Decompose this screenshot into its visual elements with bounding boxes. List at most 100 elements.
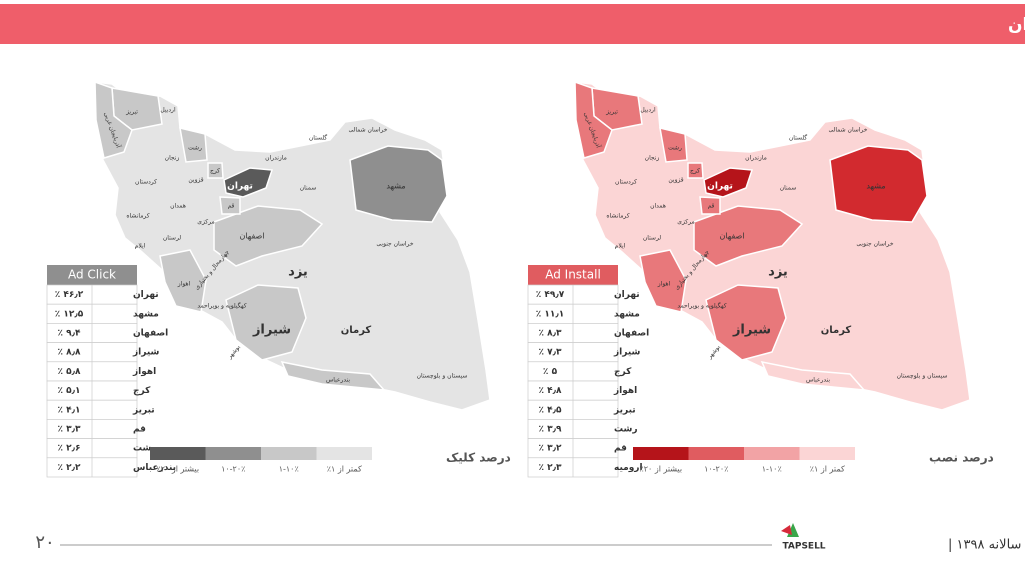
- province: [280, 360, 386, 391]
- province-label: کهگیلویه و بویراحمد: [677, 302, 726, 310]
- province-label: سمنان: [780, 185, 797, 192]
- table-value: ۴٫۱ ٪: [58, 405, 81, 415]
- table-province: اصفهان: [614, 329, 649, 339]
- province-label: قزوین: [668, 177, 683, 184]
- province-label: قزوین: [188, 177, 203, 184]
- province-label: شیراز: [732, 323, 771, 338]
- table-province: مشهد: [614, 309, 640, 319]
- province: [829, 145, 928, 223]
- legend-title: درصد نصب: [929, 451, 994, 465]
- province-label: اصفهان: [719, 232, 744, 241]
- province: [349, 145, 448, 223]
- province: [703, 167, 754, 198]
- province-label: کرج: [690, 168, 700, 175]
- province-label: مازندران: [265, 155, 287, 162]
- table-province: قم: [133, 425, 146, 435]
- province-label: مشهد: [866, 182, 885, 191]
- table-value: ۵ ٪: [543, 367, 558, 377]
- province: [687, 162, 704, 179]
- table-province: تهران: [614, 290, 640, 300]
- table-province: قم: [614, 444, 627, 454]
- province-label: زنجان: [165, 155, 180, 162]
- province-label: کرج: [210, 168, 220, 175]
- table-value: ۸٫۳ ٪: [539, 329, 562, 339]
- map: تهران مشهد اصفهان شیراز اهواز کرج تبریز قم رشت بن…: [527, 80, 994, 478]
- table-province: رشت: [614, 425, 638, 435]
- province: [223, 167, 274, 198]
- province-label: اصفهان: [239, 232, 264, 241]
- legend-label: ۱-۱۰٪: [762, 465, 782, 474]
- table-value: ۳٫۳ ٪: [58, 425, 81, 435]
- legend-label: کمتر از ۱٪: [327, 465, 362, 474]
- province-label: مرکزی: [677, 219, 694, 226]
- province-label: تبریز: [125, 109, 138, 116]
- table-value: ۷٫۳ ٪: [539, 348, 562, 358]
- page-title: توزیع جغرافیایی تعداد کلیک و نصب در استا…: [1008, 15, 1025, 35]
- legend-swatch: [799, 447, 855, 460]
- table-title: Ad Click: [68, 268, 116, 282]
- province-label: بندرعباس: [806, 377, 830, 384]
- table-province: شیراز: [132, 348, 160, 358]
- legend-swatch: [261, 447, 317, 460]
- table-province: اصفهان: [133, 329, 168, 339]
- table-value: ۳٫۲ ٪: [539, 444, 562, 454]
- table-province: تبریز: [132, 405, 155, 415]
- table-title: Ad Install: [545, 268, 601, 282]
- province-label: کهگیلویه و بویراحمد: [197, 302, 246, 310]
- province-label: کرمان: [821, 325, 852, 336]
- legend-label: بیشتر از ۲۰٪: [156, 465, 199, 474]
- province: [213, 205, 324, 267]
- province: [94, 80, 133, 159]
- table-value: ۴۹٫۷ ٪: [536, 290, 565, 300]
- table-province: ارومیه: [614, 463, 643, 473]
- province: [639, 249, 687, 313]
- province-label: گلستان: [789, 134, 807, 142]
- province: [159, 249, 207, 313]
- province-label: یزد: [768, 265, 788, 280]
- province-label: رشت: [668, 145, 682, 152]
- province-label: تهران: [707, 182, 733, 192]
- province-label: کرمانشاه: [126, 213, 149, 220]
- legend-swatch: [688, 447, 744, 460]
- province-label: لرستان: [163, 235, 181, 242]
- brand: TAPSELL: [782, 542, 825, 552]
- table-header: [47, 265, 137, 285]
- province-label: سیستان و بلوچستان: [897, 373, 948, 380]
- province: [693, 205, 804, 267]
- legend-label: ۱۰-۲۰٪: [704, 465, 728, 474]
- province-label: مازندران: [745, 155, 767, 162]
- legend-swatch: [744, 447, 800, 460]
- table-province: اهواز: [613, 386, 637, 396]
- table-value: ۱۲٫۵ ٪: [55, 309, 84, 319]
- table-value: ۴٫۸ ٪: [539, 386, 562, 396]
- table-value: ۴٫۵ ٪: [539, 405, 562, 415]
- province-label: شیراز: [252, 323, 291, 338]
- table-province: کرج: [133, 386, 151, 396]
- province-label: خراسان جنوبی: [856, 241, 893, 248]
- legend-label: بیشتر از ۲۰٪: [639, 465, 682, 474]
- province-label: قم: [708, 203, 715, 210]
- province-label: یزد: [288, 265, 308, 280]
- table-value: ۲٫۲ ٪: [58, 463, 81, 473]
- legend-swatch: [205, 447, 261, 460]
- province-label: ایلام: [615, 243, 626, 250]
- table-value: ۲٫۳ ٪: [539, 463, 562, 473]
- province-label: اردبیل: [640, 107, 656, 114]
- province-label: قم: [228, 203, 235, 210]
- province-label: سیستان و بلوچستان: [417, 373, 468, 380]
- legend-swatch: [633, 447, 689, 460]
- table-value: ۵٫۸ ٪: [58, 367, 81, 377]
- table-value: ۵٫۱ ٪: [58, 386, 81, 396]
- province: [659, 127, 688, 163]
- province-label: سمنان: [300, 185, 317, 192]
- province-label: همدان: [170, 203, 186, 210]
- province-label: اهواز: [177, 281, 191, 288]
- table-province: کرج: [614, 367, 632, 377]
- table-province: مشهد: [133, 309, 159, 319]
- province: [207, 162, 224, 179]
- table-province: اهواز: [132, 367, 156, 377]
- province-label: اهواز: [657, 281, 671, 288]
- province-label: خراسان شمالی: [828, 127, 867, 134]
- table-value: ۸٫۸ ٪: [58, 348, 81, 358]
- province: [699, 196, 721, 215]
